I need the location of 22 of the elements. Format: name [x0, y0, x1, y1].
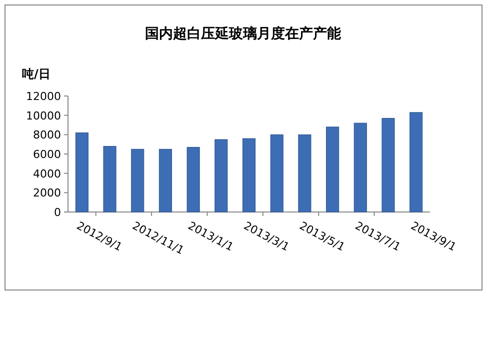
bar [158, 148, 172, 212]
y-tick-label: 0 [54, 206, 61, 219]
bar [186, 146, 200, 212]
bar [298, 134, 312, 212]
title: 国内超白压延玻璃月度在产产能 [145, 26, 341, 42]
y-tick-label: 2000 [33, 186, 61, 200]
bar [242, 138, 256, 212]
y-tick-label: 10000 [26, 109, 61, 122]
y-tick-label: 12000 [26, 90, 61, 103]
bar [131, 148, 144, 212]
y-tick-label: 8000 [33, 128, 61, 142]
bar [75, 132, 88, 212]
bar [326, 126, 340, 212]
bar [382, 118, 395, 212]
bar [354, 122, 367, 212]
ylabel: 吨/日 [22, 67, 50, 81]
bar [214, 139, 228, 212]
bar [103, 146, 116, 212]
y-tick-label: 6000 [33, 148, 61, 161]
y-tick-label: 4000 [33, 167, 61, 180]
bar [410, 112, 423, 212]
bar [270, 134, 284, 212]
